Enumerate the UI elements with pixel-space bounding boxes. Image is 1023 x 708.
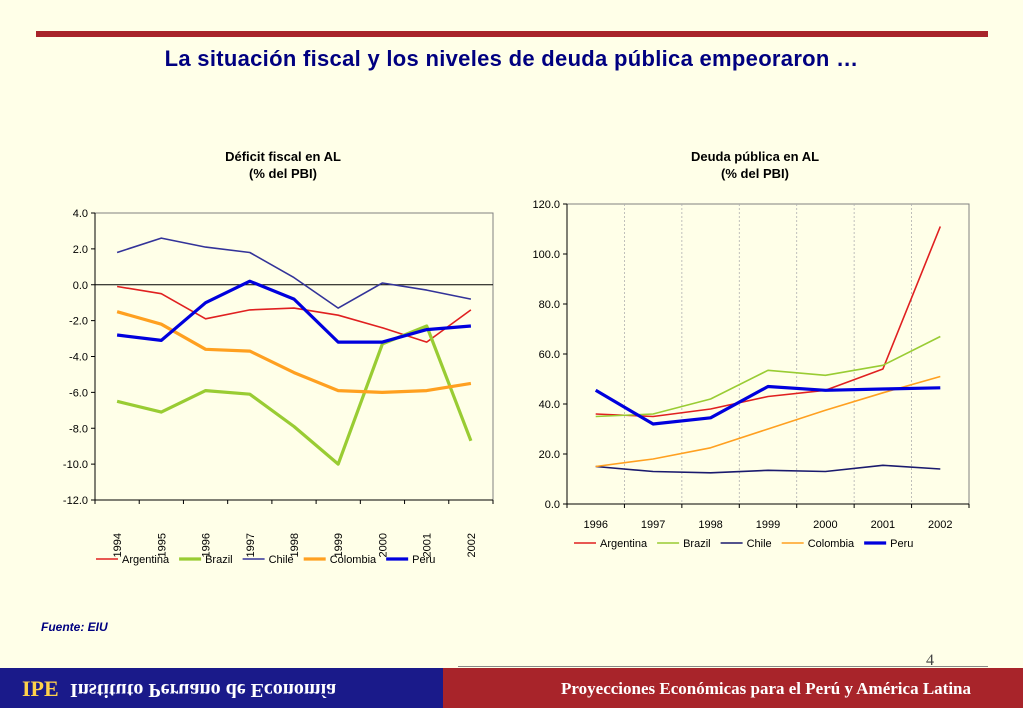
x-tick-label: 1998 (698, 519, 722, 531)
series-line-brazil (595, 335, 941, 418)
x-tick-label: 2000 (377, 533, 389, 557)
legend-label-colombia: Colombia (330, 554, 377, 566)
y-tick-label: 80.0 (539, 299, 560, 311)
plot-area (566, 203, 970, 505)
footer-caption-bar: Proyecciones Económicas para el Perú y A… (443, 668, 1023, 708)
series-line-argentina (116, 285, 472, 343)
x-tick-label: 1995 (156, 533, 168, 557)
series-line-colombia (595, 375, 941, 468)
x-tick-label: 2000 (813, 519, 837, 531)
x-tick-label: 1997 (245, 533, 257, 557)
x-tick-label: 1998 (289, 533, 301, 557)
legend-label-chile: Chile (747, 538, 772, 550)
legend-label-peru: Peru (890, 538, 913, 550)
series-line-argentina (595, 226, 942, 418)
y-tick-label: -4.0 (69, 352, 88, 364)
series-line-chile (595, 464, 941, 474)
x-tick-label: 2001 (871, 519, 895, 531)
x-tick-label: 1999 (333, 533, 345, 557)
deficit-chart-title-line2: (% del PBI) (249, 166, 317, 181)
series-line-peru (116, 279, 472, 344)
y-tick-label: -12.0 (63, 495, 88, 507)
y-tick-label: 60.0 (539, 349, 560, 361)
debt-chart-title-line2: (% del PBI) (721, 166, 789, 181)
page-number: 4 (926, 652, 934, 669)
debt-chart-title: Deuda pública en AL (% del PBI) (655, 148, 855, 182)
legend-label-argentina: Argentina (122, 554, 170, 566)
y-tick-label: -10.0 (63, 459, 88, 471)
y-tick-label: 20.0 (539, 449, 560, 461)
y-tick-label: 0.0 (73, 280, 88, 292)
x-tick-label: 1996 (583, 519, 607, 531)
legend-label-argentina: Argentina (600, 538, 648, 550)
x-tick-label: 2001 (422, 533, 434, 557)
legend-label-brazil: Brazil (683, 538, 711, 550)
x-tick-label: 1994 (112, 533, 124, 557)
ipe-logo: IPE (22, 676, 59, 701)
x-tick-label: 1996 (201, 533, 213, 557)
legend-label-colombia: Colombia (808, 538, 855, 550)
series-line-colombia (116, 310, 472, 394)
slide-title: La situación fiscal y los niveles de deu… (164, 46, 859, 71)
institute-name: Instituto Peruano de Economía (70, 679, 337, 701)
top-rule (36, 31, 988, 37)
footer-caption: Proyecciones Económicas para el Perú y A… (561, 679, 971, 698)
y-tick-label: 0.0 (545, 499, 560, 511)
legend-label-peru: Peru (412, 554, 435, 566)
x-tick-label: 2002 (466, 533, 478, 557)
footer-brand-bar: IPE Instituto Peruano de Economía (0, 668, 443, 708)
y-tick-label: 4.0 (73, 208, 88, 220)
x-tick-label: 1997 (641, 519, 665, 531)
x-tick-label: 1999 (756, 519, 780, 531)
series-line-chile (116, 237, 472, 309)
plot-area (94, 212, 494, 501)
y-tick-label: 100.0 (532, 249, 560, 261)
x-tick-label: 2002 (928, 519, 952, 531)
series-line-brazil (116, 324, 473, 466)
footer-rule (458, 666, 988, 667)
y-tick-label: 40.0 (539, 399, 560, 411)
y-tick-label: -6.0 (69, 387, 88, 399)
y-tick-label: 2.0 (73, 244, 88, 256)
y-tick-label: 120.0 (532, 199, 560, 211)
legend-label-brazil: Brazil (205, 554, 233, 566)
debt-chart-title-line1: Deuda pública en AL (690, 149, 820, 164)
y-tick-label: -8.0 (69, 423, 88, 435)
legend-label-chile: Chile (269, 554, 294, 566)
deficit-chart-title-line1: Déficit fiscal en AL (225, 149, 341, 164)
deficit-chart-title: Déficit fiscal en AL (% del PBI) (183, 148, 383, 182)
series-line-peru (594, 384, 941, 426)
y-tick-label: -2.0 (69, 316, 88, 328)
source-note: Fuente: EIU (41, 620, 108, 634)
